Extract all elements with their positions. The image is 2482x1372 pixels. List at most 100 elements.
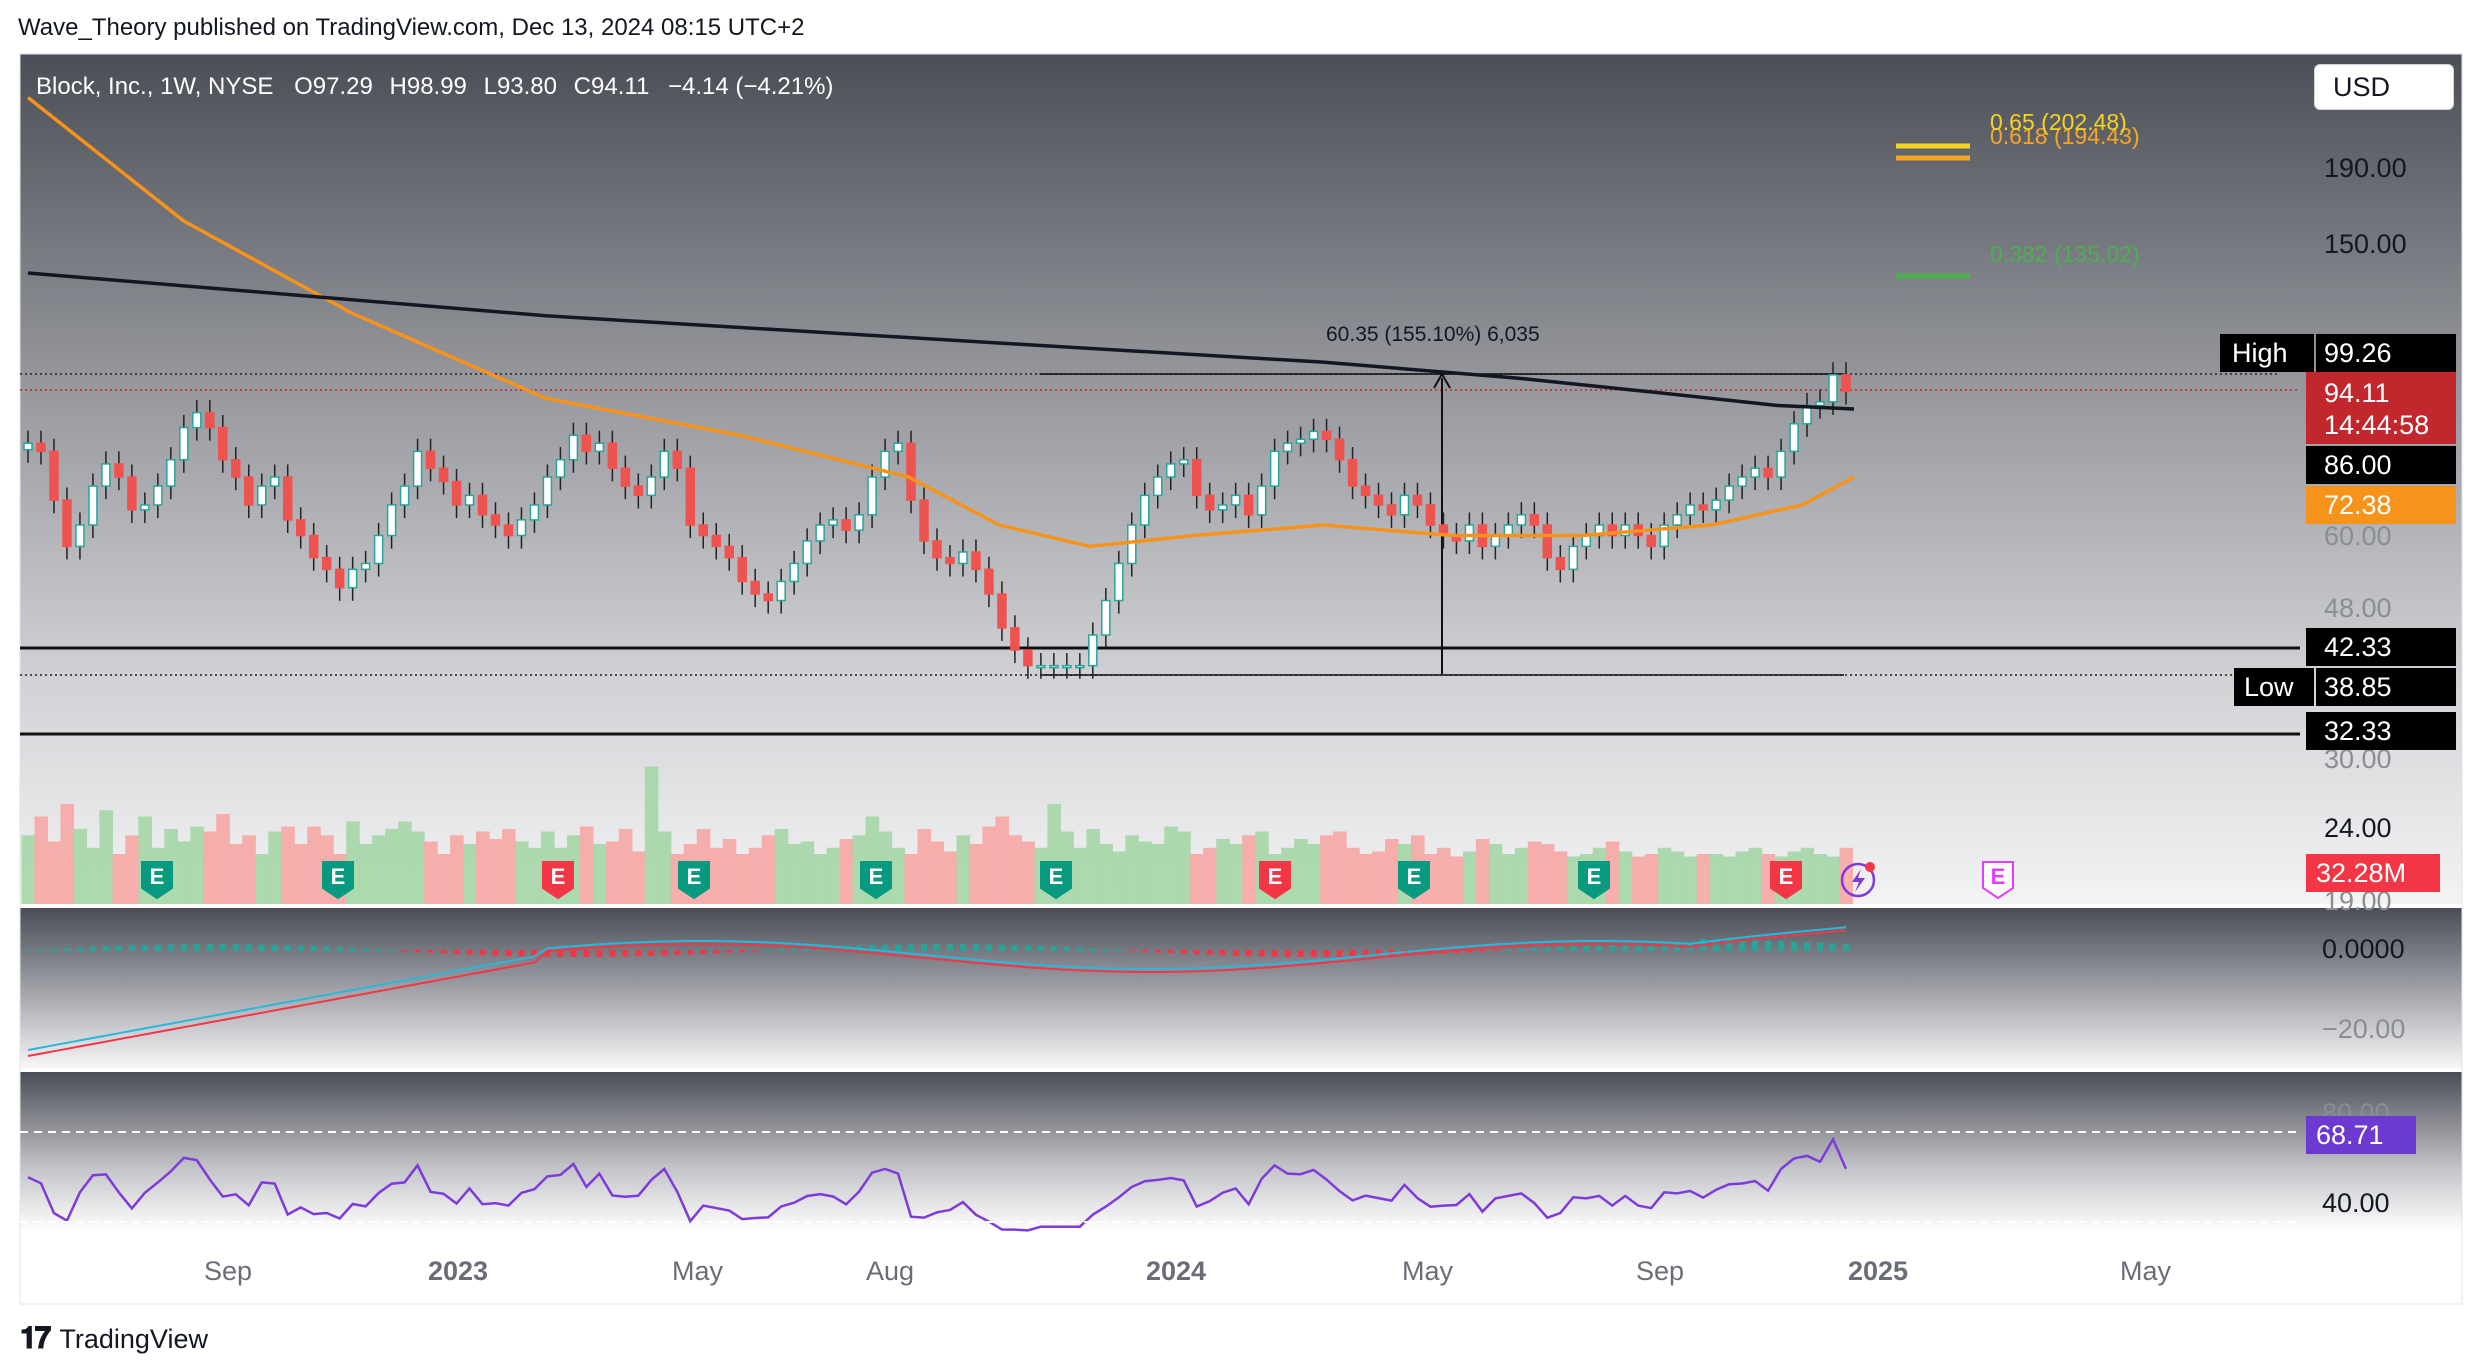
- volume-bar: [99, 810, 114, 904]
- volume-bar: [1709, 854, 1724, 904]
- high-label-text: High: [2232, 338, 2288, 368]
- candle-body: [542, 476, 553, 506]
- volume-bar: [1501, 854, 1516, 904]
- candle-body: [1698, 504, 1708, 511]
- candle-body: [477, 494, 488, 516]
- rsi-pane-bg: [20, 1072, 2462, 1232]
- candle-body: [659, 450, 670, 478]
- candle-body: [101, 463, 111, 487]
- macd-histogram-bar: [349, 947, 356, 951]
- candle-body: [464, 494, 475, 506]
- volume-bar: [488, 839, 503, 904]
- fib-0618-label: 0.618 (194.43): [1990, 123, 2140, 149]
- x-tick-may: May: [672, 1256, 724, 1286]
- earnings-marker: E: [1982, 861, 2014, 900]
- y-tick-150: 150.00: [2324, 229, 2407, 259]
- macd-histogram-bar: [1180, 950, 1187, 954]
- macd-histogram-bar: [752, 950, 759, 952]
- macd-histogram-bar: [531, 950, 538, 957]
- candle-body: [218, 426, 228, 461]
- candle-body: [711, 534, 721, 548]
- volume-bar: [501, 829, 516, 904]
- last-price-text: 94.11: [2324, 378, 2390, 408]
- candle-body: [36, 442, 46, 453]
- macd-histogram-bar: [1245, 950, 1252, 957]
- volume-bar: [618, 829, 633, 904]
- candle-body: [906, 442, 916, 501]
- macd-histogram-bar: [1323, 950, 1330, 957]
- macd-histogram-bar: [1115, 949, 1122, 951]
- macd-histogram-bar: [1531, 948, 1538, 951]
- earnings-badge-icon: [1578, 861, 1610, 900]
- candle-body: [1334, 438, 1345, 461]
- candle-body: [516, 519, 527, 537]
- volume-bar: [1099, 844, 1113, 904]
- volume-bar: [631, 851, 646, 904]
- volume-bar: [1359, 854, 1373, 904]
- legend-c-label: C: [574, 73, 591, 100]
- macd-signal-line: [27, 929, 1847, 1057]
- macd-histogram-bar: [687, 950, 694, 955]
- candle-body: [282, 476, 293, 521]
- candle-body: [451, 480, 462, 506]
- volume-bar: [411, 831, 425, 904]
- macd-histogram-bar: [921, 944, 928, 951]
- earnings-letter: E: [1049, 864, 1064, 889]
- countdown-text: 14:44:58: [2324, 410, 2429, 440]
- candle-body: [1010, 627, 1020, 651]
- macd-histogram-bar: [76, 947, 83, 951]
- earnings-badge-icon: [322, 861, 354, 900]
- candle-body: [153, 485, 163, 506]
- macd-histogram-bar: [609, 950, 616, 957]
- earnings-letter: E: [1991, 864, 2006, 889]
- macd-histogram-bar: [1414, 950, 1421, 955]
- macd-histogram-bar: [1609, 944, 1616, 951]
- macd-histogram-bar: [1141, 950, 1148, 952]
- x-tick-sep2: Sep: [1636, 1256, 1684, 1286]
- volume-bar: [1333, 831, 1347, 904]
- candle-body: [179, 426, 189, 461]
- macd-histogram-bar: [739, 950, 746, 953]
- volume-bar: [995, 816, 1010, 904]
- earnings-badge-icon: [1040, 861, 1072, 900]
- rsi-line: [27, 1136, 1848, 1232]
- macd-histogram-bar: [1284, 950, 1291, 957]
- candle-body: [1789, 423, 1799, 453]
- macd-histogram-bar: [427, 950, 434, 953]
- candle-body: [1464, 524, 1475, 542]
- macd-histogram-bar: [1024, 945, 1031, 951]
- volume-layer: [21, 766, 1854, 904]
- low-label-text: Low: [2244, 672, 2294, 702]
- macd-histogram-bar: [1193, 950, 1200, 955]
- candle-body: [62, 499, 72, 548]
- candle-body: [750, 580, 760, 595]
- ma-layer: [26, 96, 1855, 549]
- macd-histogram-bar: [1557, 946, 1564, 951]
- volume-bar: [1385, 839, 1399, 904]
- volume-bar: [216, 814, 230, 904]
- candle-body: [1204, 494, 1215, 511]
- volume-bar: [1086, 829, 1100, 904]
- volume-bar: [787, 844, 802, 904]
- candle-body: [1347, 458, 1358, 487]
- macd-histogram-bar: [102, 946, 109, 951]
- candle-body: [971, 551, 981, 571]
- macd-histogram-bar: [310, 946, 317, 951]
- macd-histogram-bar: [1349, 950, 1356, 957]
- macd-histogram-bar: [908, 944, 915, 951]
- earnings-letter: E: [869, 864, 884, 889]
- tradingview-brand[interactable]: 𝟏𝟕 TradingView: [20, 1322, 208, 1356]
- volume-bar: [1800, 847, 1815, 904]
- currency-button[interactable]: USD: [2314, 64, 2454, 110]
- volume-bar: [1722, 856, 1737, 904]
- x-tick-may3: May: [2120, 1256, 2172, 1286]
- volume-bar: [1813, 854, 1828, 904]
- macd-histogram-bar: [998, 944, 1005, 951]
- macd-histogram-bar: [1817, 942, 1824, 951]
- macd-histogram-bar: [336, 947, 343, 951]
- y-tick-24: 24.00: [2324, 813, 2392, 843]
- volume-bar: [1372, 851, 1386, 904]
- macd-histogram-bar: [440, 950, 447, 954]
- candle-body: [1049, 664, 1059, 669]
